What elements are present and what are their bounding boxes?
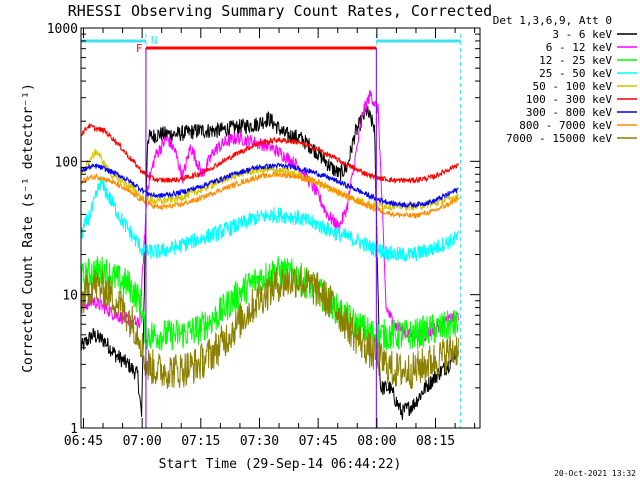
y-tick-label: 1000 [47, 22, 78, 37]
legend-label: 50 - 100 keV [533, 80, 613, 93]
x-tick-label: 07:30 [240, 434, 279, 449]
series-line-0 [80, 105, 459, 420]
x-tick-label: 08:00 [357, 434, 396, 449]
legend-header: Det 1,3,6,9, Att 0 [493, 14, 612, 27]
y-tick-label: 100 [55, 155, 78, 170]
plot-area: FN [80, 34, 461, 428]
legend-label: 3 - 6 keV [552, 28, 612, 41]
x-tick-label: 07:45 [299, 434, 338, 449]
legend-label: 800 - 7000 keV [519, 119, 612, 132]
chart-title: RHESSI Observing Summary Count Rates, Co… [68, 2, 492, 20]
x-axis: 06:45 07:00 07:15 07:30 07:45 08:00 08:15 [64, 28, 476, 449]
flag-label-f: F [136, 42, 143, 55]
series-line-6 [80, 162, 459, 209]
legend-label: 7000 - 15000 keV [506, 132, 612, 145]
x-tick-label: 08:15 [416, 434, 455, 449]
legend-label: 25 - 50 keV [539, 67, 612, 80]
y-axis: 1 10 100 1000 [47, 22, 480, 437]
timestamp: 20-Oct-2021 13:32 [554, 469, 636, 478]
y-tick-label: 1 [70, 422, 78, 437]
plot-frame [80, 27, 481, 429]
flag-label-n: N [151, 34, 158, 47]
x-axis-title: Start Time (29-Sep-14 06:44:22) [159, 457, 402, 472]
legend-label: 100 - 300 keV [526, 93, 612, 106]
y-tick-label: 10 [62, 289, 78, 304]
series-line-3 [80, 175, 459, 263]
legend-label: 12 - 25 keV [539, 54, 612, 67]
series-line-8 [80, 266, 459, 389]
legend-label: 6 - 12 keV [546, 41, 613, 54]
x-tick-label: 07:15 [181, 434, 220, 449]
x-tick-label: 06:45 [64, 434, 103, 449]
y-axis-title: Corrected Count Rate (s⁻¹ detector⁻¹) [21, 83, 36, 373]
legend-label: 300 - 800 keV [526, 106, 612, 119]
series-line-5 [80, 123, 459, 185]
x-tick-label: 07:00 [123, 434, 162, 449]
series-line-2 [80, 256, 459, 351]
series-line-7 [80, 171, 459, 220]
